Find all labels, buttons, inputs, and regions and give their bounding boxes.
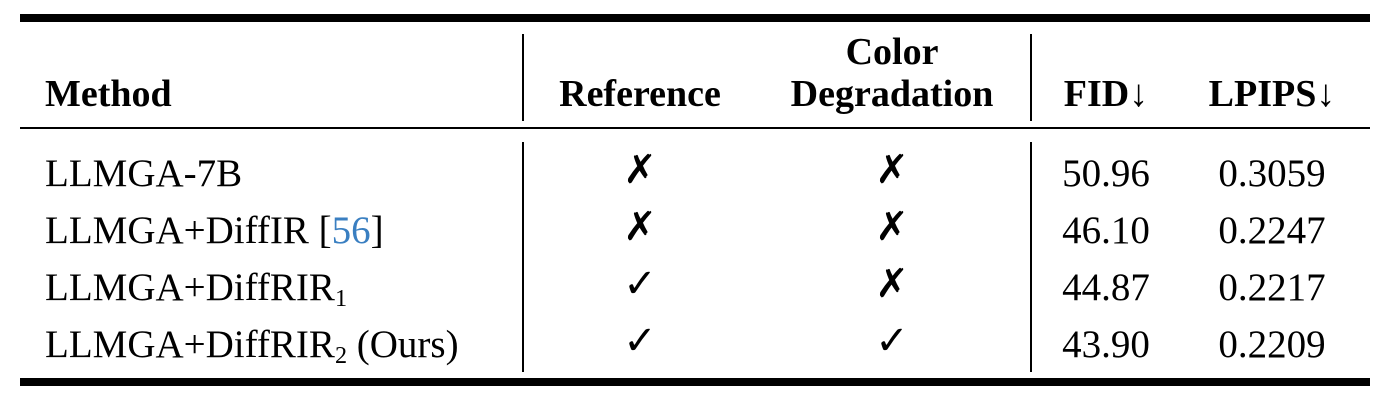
header-fid: FID↓: [1063, 73, 1149, 115]
method-name: LLMGA+DiffRIR: [45, 266, 335, 309]
fid-value: 50.96: [1062, 152, 1150, 195]
fid-value: 44.87: [1062, 266, 1150, 309]
reference-check-icon: ✓: [623, 261, 657, 307]
header-reference: Reference: [559, 73, 721, 115]
reference-check-icon: ✓: [623, 318, 657, 364]
citation-close: ]: [370, 209, 384, 252]
lpips-value: 0.3059: [1218, 152, 1326, 195]
row-method: LLMGA-7B: [45, 154, 242, 193]
fid-value: 46.10: [1062, 209, 1150, 252]
reference-cross-icon: ✗: [623, 204, 657, 250]
header-color-degradation-line2: Degradation: [790, 73, 994, 115]
color-degradation-check-icon: ✓: [875, 318, 909, 364]
citation-open: [: [308, 209, 332, 252]
method-subscript: 2: [334, 342, 348, 370]
row-method: LLMGA+DiffRIR2 (Ours): [45, 323, 459, 368]
header-rule: [20, 127, 1370, 129]
column-divider: [1030, 34, 1032, 121]
citation-link[interactable]: 56: [331, 209, 371, 252]
method-subscript: 1: [334, 285, 348, 313]
method-name: LLMGA+DiffIR: [45, 209, 309, 252]
header-method: Method: [45, 73, 172, 115]
method-suffix: (Ours): [347, 323, 459, 366]
color-degradation-cross-icon: ✗: [875, 204, 909, 250]
lpips-value: 0.2209: [1218, 323, 1326, 366]
row-method: LLMGA+DiffRIR1: [45, 266, 347, 311]
method-name: LLMGA+DiffRIR: [45, 323, 335, 366]
reference-cross-icon: ✗: [623, 147, 657, 193]
lpips-value: 0.2247: [1218, 209, 1326, 252]
column-divider: [1030, 142, 1032, 372]
top-rule: [20, 14, 1370, 22]
color-degradation-cross-icon: ✗: [875, 261, 909, 307]
row-method: LLMGA+DiffIR [56]: [45, 211, 384, 250]
header-lpips: LPIPS↓: [1208, 73, 1336, 115]
fid-value: 43.90: [1062, 323, 1150, 366]
method-name: LLMGA-7B: [45, 152, 243, 195]
column-divider: [522, 142, 524, 372]
column-divider: [522, 34, 524, 121]
lpips-value: 0.2217: [1218, 266, 1326, 309]
color-degradation-cross-icon: ✗: [875, 147, 909, 193]
bottom-rule: [20, 378, 1370, 386]
header-color-degradation-line1: Color: [845, 31, 939, 73]
